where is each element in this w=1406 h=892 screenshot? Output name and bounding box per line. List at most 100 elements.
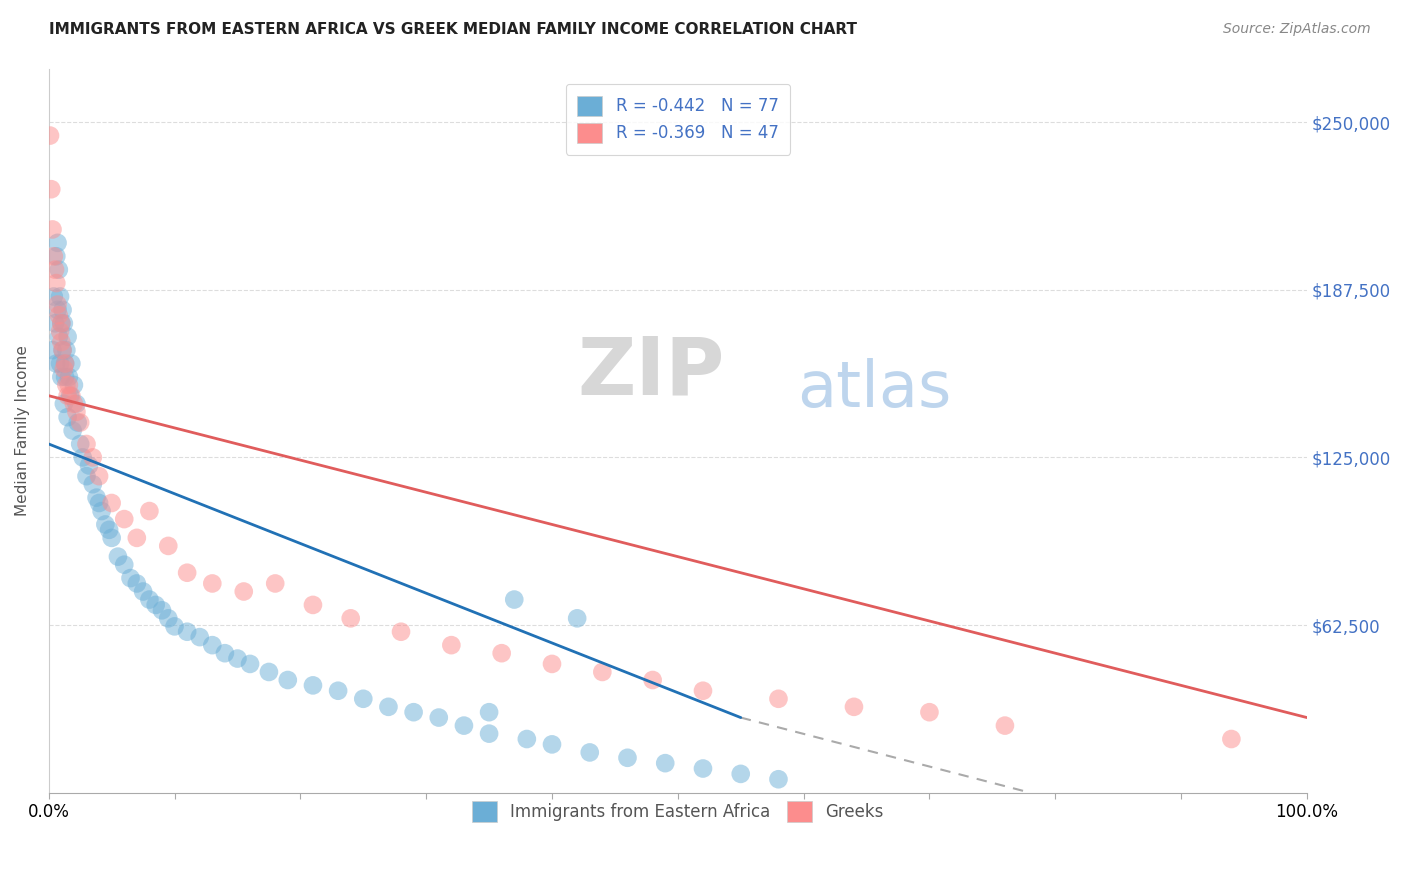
Point [44,316,66,330]
Point [352,691,374,706]
Point [578,746,600,760]
Point [53,357,76,371]
Point [201,576,224,591]
Point [768,772,790,787]
Point [654,756,676,771]
Point [87,469,110,483]
Point [52,316,75,330]
Point [72,450,94,465]
Point [503,592,526,607]
Point [46,297,69,311]
Point [51,370,73,384]
Point [567,611,589,625]
Point [52,302,75,317]
Point [77,458,100,473]
Point [42,249,65,263]
Point [138,592,160,607]
Point [58,370,80,384]
Point [45,276,67,290]
Point [302,598,325,612]
Point [591,665,613,679]
Point [60,357,83,371]
Point [478,726,501,740]
Point [56,410,79,425]
Point [62,424,84,438]
Point [53,357,76,371]
Point [98,523,121,537]
Text: Source: ZipAtlas.com: Source: ZipAtlas.com [1223,22,1371,37]
Point [541,657,564,671]
Point [42,289,65,303]
Point [994,718,1017,732]
Point [277,673,299,687]
Point [427,710,450,724]
Text: atlas: atlas [797,358,952,419]
Point [69,437,91,451]
Point [516,731,538,746]
Point [918,705,941,719]
Point [82,450,104,465]
Point [76,469,98,483]
Point [39,182,62,196]
Point [51,334,73,349]
Point [60,389,83,403]
Point [44,262,66,277]
Point [377,699,399,714]
Point [69,416,91,430]
Point [112,512,135,526]
Point [87,496,110,510]
Point [145,598,167,612]
Point [48,308,70,322]
Point [52,397,75,411]
Point [56,329,79,343]
Point [52,343,75,358]
Point [49,357,72,371]
Point [112,558,135,572]
Point [214,646,236,660]
Point [52,362,75,376]
Point [163,619,186,633]
Point [1220,731,1243,746]
Point [59,389,82,403]
Text: ZIP: ZIP [578,334,724,411]
Point [201,638,224,652]
Point [49,289,72,303]
Point [86,491,108,505]
Point [63,397,86,411]
Point [692,762,714,776]
Point [48,329,70,343]
Point [616,751,638,765]
Point [45,249,67,263]
Point [65,405,87,419]
Point [453,718,475,732]
Point [730,767,752,781]
Point [55,343,77,358]
Point [49,324,72,338]
Point [125,531,148,545]
Point [491,646,513,660]
Point [157,539,180,553]
Point [842,699,865,714]
Text: IMMIGRANTS FROM EASTERN AFRICA VS GREEK MEDIAN FAMILY INCOME CORRELATION CHART: IMMIGRANTS FROM EASTERN AFRICA VS GREEK … [49,22,858,37]
Point [63,378,86,392]
Point [65,397,87,411]
Point [58,378,80,392]
Point [239,657,262,671]
Point [66,416,89,430]
Point [41,222,63,236]
Point [52,343,75,358]
Point [48,262,70,277]
Point [440,638,463,652]
Point [125,576,148,591]
Point [226,651,249,665]
Legend: Immigrants from Eastern Africa, Greeks: Immigrants from Eastern Africa, Greeks [458,788,897,835]
Point [46,302,69,317]
Point [120,571,142,585]
Point [45,357,67,371]
Point [188,630,211,644]
Point [76,437,98,451]
Point [41,343,63,358]
Point [302,678,325,692]
Point [692,683,714,698]
Point [132,584,155,599]
